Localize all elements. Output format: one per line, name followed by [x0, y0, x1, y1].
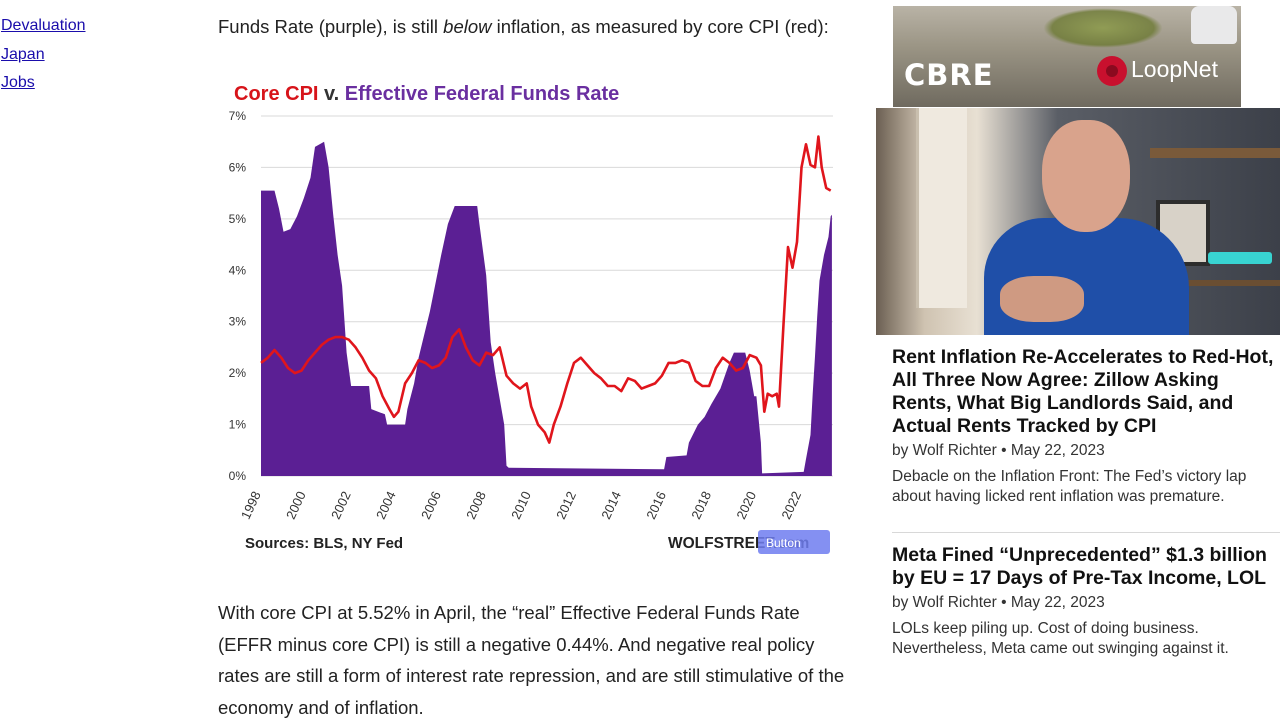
video-frame-door — [916, 108, 967, 308]
x-tick-label: 2012 — [553, 489, 579, 522]
y-tick-label: 2% — [229, 366, 247, 380]
core-cpi-line-series — [260, 135, 832, 444]
video-presenter-hands — [1000, 276, 1084, 322]
chart-title-part-vs: v. — [318, 83, 344, 105]
x-tick-label: 2000 — [283, 489, 309, 522]
ad-background-car — [1191, 6, 1237, 44]
video-frame-picture — [1156, 200, 1210, 266]
y-tick-label: 7% — [229, 109, 247, 123]
link-devaluation[interactable]: Devaluation — [1, 17, 86, 34]
post-excerpt-line-2: about having licked rent inflation was p… — [892, 488, 1225, 505]
sidebar-right: CBRE LoopNet Rent Inflation Re-Accelerat… — [876, 0, 1280, 720]
ad-loopnet-label: LoopNet — [1131, 56, 1218, 83]
x-tick-label: 2006 — [418, 489, 444, 522]
x-tick-label: 2014 — [598, 489, 624, 522]
video-player[interactable] — [876, 108, 1280, 335]
lead-paragraph: Funds Rate (purple), is still below infl… — [218, 11, 829, 43]
post-byline: by Wolf Richter • May 22, 2023 — [892, 442, 1105, 459]
y-tick-label: 3% — [229, 315, 247, 329]
advertisement-banner[interactable]: CBRE LoopNet — [893, 6, 1241, 107]
post-byline: by Wolf Richter • May 22, 2023 — [892, 594, 1105, 611]
y-tick-label: 0% — [229, 469, 247, 483]
effr-area-series — [261, 141, 832, 476]
y-tick-label: 1% — [229, 418, 247, 432]
chart-y-axis: 0% 1% 2% 3% 4% 5% 6% 7% — [229, 109, 247, 483]
post-excerpt-line-1: Debacle on the Inflation Front: The Fed’… — [892, 468, 1247, 485]
x-tick-label: 2008 — [463, 489, 489, 522]
link-jobs[interactable]: Jobs — [1, 74, 35, 91]
x-tick-label: 2018 — [688, 489, 714, 522]
chart-title-part-cpi: Core CPI — [234, 83, 318, 105]
post-title-link[interactable]: Meta Fined “Unprecedented” $1.3 billion … — [892, 544, 1267, 589]
video-frame-shelf-lower — [1180, 280, 1280, 286]
post-excerpt-line-2: Nevertheless, Meta came out swinging aga… — [892, 640, 1229, 657]
ad-cbre-logo: CBRE — [904, 58, 994, 92]
chart-overlay-button[interactable]: Button — [758, 530, 830, 554]
loopnet-icon — [1097, 56, 1127, 86]
chart-x-axis: 1998 2000 2002 2004 2006 2008 2010 2012 2014 2016… — [238, 489, 804, 522]
cpi-vs-effr-chart: Core CPI v. Effective Federal Funds Rate… — [229, 83, 833, 554]
post-excerpt: Debacle on the Inflation Front: The Fed’… — [892, 467, 1280, 507]
x-tick-label: 2010 — [508, 489, 534, 522]
post-excerpt-line-1: LOLs keep piling up. Cost of doing busin… — [892, 620, 1199, 637]
related-post: Rent Inflation Re-Accelerates to Red-Hot… — [892, 346, 1280, 507]
y-tick-label: 4% — [229, 263, 247, 277]
x-tick-label: 2004 — [373, 489, 399, 522]
video-presenter-head — [1042, 120, 1130, 232]
video-frame-light — [1208, 252, 1272, 264]
real-rate-paragraph: With core CPI at 5.52% in April, the “re… — [218, 602, 845, 718]
lead-text-after: inflation, as measured by core CPI (red)… — [491, 16, 829, 37]
post-divider — [892, 532, 1280, 533]
link-japan[interactable]: Japan — [1, 45, 45, 63]
lead-text-before: Funds Rate (purple), is still — [218, 16, 444, 37]
chart-title-part-effr: Effective Federal Funds Rate — [345, 83, 620, 105]
x-tick-label: 2016 — [643, 489, 669, 522]
chart-sources: Sources: BLS, NY Fed — [245, 535, 403, 552]
x-tick-label: 2002 — [328, 489, 354, 522]
x-tick-label: 1998 — [238, 489, 264, 522]
video-frame-shelf — [1150, 148, 1280, 158]
x-tick-label: 2020 — [733, 489, 759, 522]
chart-overlay-button-label: Button — [766, 536, 801, 550]
post-excerpt: LOLs keep piling up. Cost of doing busin… — [892, 619, 1280, 659]
chart-title: Core CPI v. Effective Federal Funds Rate — [234, 83, 619, 105]
lead-emphasis: below — [443, 16, 492, 37]
ad-loopnet-logo: LoopNet — [1097, 56, 1218, 86]
chart-effr-area — [261, 141, 832, 476]
category-links: Devaluation Japan Jobs — [0, 12, 86, 98]
y-tick-label: 5% — [229, 212, 247, 226]
ad-background-foliage — [1043, 8, 1163, 48]
related-post: Meta Fined “Unprecedented” $1.3 billion … — [892, 544, 1280, 659]
post-title-link[interactable]: Rent Inflation Re-Accelerates to Red-Hot… — [892, 346, 1274, 437]
chart-cpi-line — [260, 135, 832, 444]
y-tick-label: 6% — [229, 160, 247, 174]
x-tick-label: 2022 — [778, 489, 804, 522]
